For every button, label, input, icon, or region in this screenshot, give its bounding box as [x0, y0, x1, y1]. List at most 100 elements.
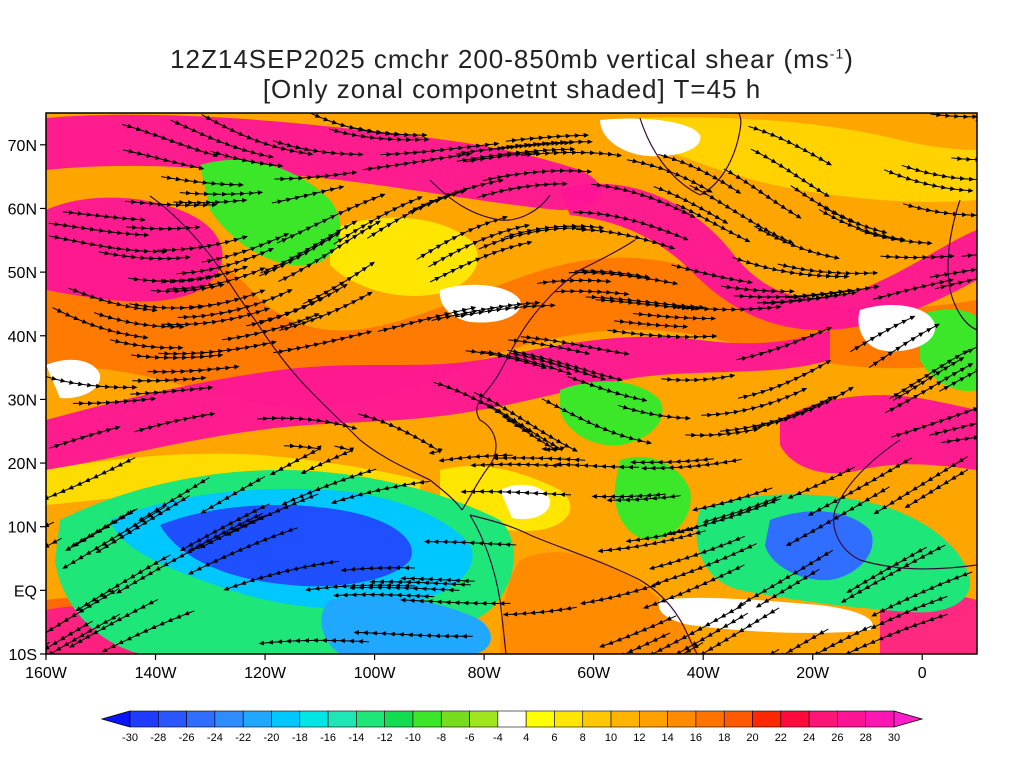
- colorbar-swatch: [752, 710, 782, 728]
- streamline: [573, 209, 689, 241]
- colorbar-swatch: [327, 710, 357, 728]
- streamline: [661, 373, 736, 383]
- streamline: [614, 319, 689, 329]
- streamline: [52, 307, 149, 340]
- streamline: [520, 334, 630, 356]
- colorbar-label: 28: [860, 732, 872, 744]
- streamline: [902, 203, 977, 218]
- streamline: [134, 411, 216, 433]
- streamline: [720, 284, 795, 294]
- colorbar-label: 8: [580, 732, 586, 744]
- streamline: [576, 268, 651, 279]
- streamline: [607, 328, 718, 340]
- colorbar-swatch: [723, 710, 753, 728]
- streamline: [492, 455, 586, 463]
- shading-jet-eastatlantic: [780, 395, 977, 474]
- streamline: [75, 554, 171, 612]
- colorbar-label: 16: [690, 732, 702, 744]
- streamline: [65, 508, 138, 551]
- streamline: [859, 229, 933, 246]
- lon-tick-label: 140W: [135, 665, 178, 682]
- streamline: [941, 430, 977, 444]
- colorbar-swatch: [639, 710, 668, 728]
- streamline: [460, 489, 571, 498]
- streamline: [736, 326, 833, 361]
- latitude-axis: 70N 60N 50N 40N 30N 20N 10N EQ 10S: [8, 138, 46, 664]
- colorbar-swatch: [780, 710, 810, 728]
- colorbar-swatch: [299, 710, 329, 728]
- lat-tick-label: 10S: [9, 647, 37, 664]
- streamline: [138, 477, 210, 522]
- colorbar-low-arrow: [100, 710, 131, 728]
- streamline: [258, 637, 369, 646]
- streamline: [73, 396, 157, 406]
- streamline: [756, 293, 840, 306]
- coastline-north-america-east: [461, 239, 636, 511]
- streamline: [929, 258, 977, 279]
- streamlines: [46, 113, 977, 654]
- colorbar-swatch: [356, 710, 385, 728]
- streamline: [495, 140, 570, 151]
- streamline: [130, 385, 214, 397]
- streamline: [748, 628, 829, 654]
- colorbar-swatch: [865, 710, 895, 728]
- colorbar-label: 12: [633, 732, 645, 744]
- colorbar: -30 -28 -26 -24 -22 -20 -18 -16 -14 -12 -10 -8 -6 -4 4…: [100, 710, 924, 744]
- lat-tick-label: 10N: [8, 520, 37, 537]
- colorbar-label: -26: [179, 732, 195, 744]
- streamline: [748, 125, 832, 166]
- longitude-axis: 160W 140W 120W 100W 80W 60W 40W 20W 0: [25, 654, 927, 682]
- title-prefix: 12Z14SEP2025 cmchr 200-850mb vertical sh…: [170, 44, 830, 74]
- colorbar-swatch: [157, 710, 187, 728]
- colorbar-label: 14: [662, 732, 674, 744]
- streamline: [416, 215, 508, 260]
- streamline: [671, 264, 753, 285]
- streamline: [777, 263, 879, 276]
- streamline: [305, 582, 416, 592]
- streamline: [269, 443, 322, 476]
- streamline: [929, 416, 977, 437]
- colorbar-label: 22: [775, 732, 787, 744]
- colorbar-swatch: [271, 710, 301, 728]
- coastline-africa: [833, 439, 977, 570]
- streamline: [49, 234, 168, 255]
- streamline: [807, 457, 913, 516]
- lon-tick-label: 100W: [354, 665, 397, 682]
- colorbar-label: -16: [320, 732, 336, 744]
- streamline: [521, 150, 623, 158]
- colorbar-label: -28: [150, 732, 166, 744]
- colorbar-swatch: [412, 710, 442, 728]
- lon-tick-label: 60W: [577, 665, 611, 682]
- coastline-hudson-bay: [429, 179, 551, 221]
- colorbar-label: -20: [264, 732, 280, 744]
- streamline: [963, 322, 977, 355]
- streamline: [606, 493, 681, 503]
- streamline: [223, 559, 339, 591]
- streamline: [131, 352, 224, 361]
- coastline-south-america-west: [469, 514, 507, 654]
- lon-tick-label: 120W: [244, 665, 287, 682]
- lat-tick-label: 20N: [8, 456, 37, 473]
- streamline: [256, 415, 358, 430]
- streamline: [502, 605, 577, 617]
- streamline: [961, 247, 977, 259]
- title-superscript: -1: [829, 45, 845, 62]
- colorbar-label: -4: [493, 732, 503, 744]
- colorbar-swatch: [469, 710, 499, 728]
- streamline: [62, 209, 146, 222]
- colorbar-label: 18: [718, 732, 730, 744]
- streamline: [400, 597, 511, 606]
- streamline: [482, 349, 573, 376]
- streamline: [476, 181, 568, 199]
- lat-tick-label: 40N: [8, 329, 37, 346]
- streamline: [271, 185, 345, 205]
- lon-tick-label: 40W: [687, 665, 721, 682]
- streamline: [790, 185, 856, 223]
- streamline: [689, 184, 794, 244]
- streamline: [278, 220, 381, 282]
- streamline: [870, 595, 948, 629]
- streamline: [353, 630, 473, 639]
- streamline: [309, 113, 400, 137]
- streamline: [176, 248, 275, 276]
